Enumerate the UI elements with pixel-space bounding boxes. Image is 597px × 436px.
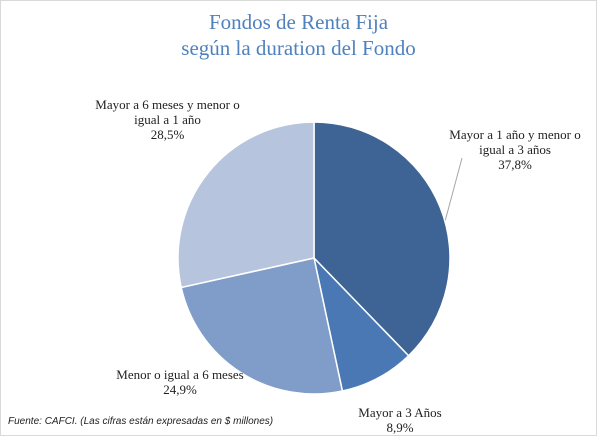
chart-title: Fondos de Renta Fija	[208, 10, 389, 34]
slice-label: Mayor a 3 Años 8,9%	[340, 405, 460, 435]
category-label: Mayor a 1 año y menor o igual a 3 años	[449, 127, 581, 157]
category-label: Mayor a 3 Años	[358, 405, 442, 420]
pie-slice	[180, 257, 344, 395]
category-label: Menor o igual a 6 meses	[116, 367, 244, 382]
value-label: 8,9%	[386, 420, 414, 435]
chart-subtitle: según la duration del Fondo	[181, 36, 416, 60]
pie-slice	[313, 121, 451, 357]
value-label: 24,9%	[163, 382, 197, 397]
source-note: Fuente: CAFCI. (Las cifras están expresa…	[8, 416, 274, 427]
slice-label: Mayor a 1 año y menor o igual a 3 años 37…	[440, 127, 590, 172]
value-label: 28,5%	[150, 127, 185, 142]
pie-slice	[177, 121, 315, 289]
value-label: 37,8%	[498, 157, 532, 172]
slice-label: Menor o igual a 6 meses 24,9%	[115, 367, 245, 397]
category-label: Mayor a 6 meses y menor o igual a 1 año	[95, 97, 240, 127]
slice-label: Mayor a 6 meses y menor o igual a 1 año 2…	[95, 97, 240, 142]
